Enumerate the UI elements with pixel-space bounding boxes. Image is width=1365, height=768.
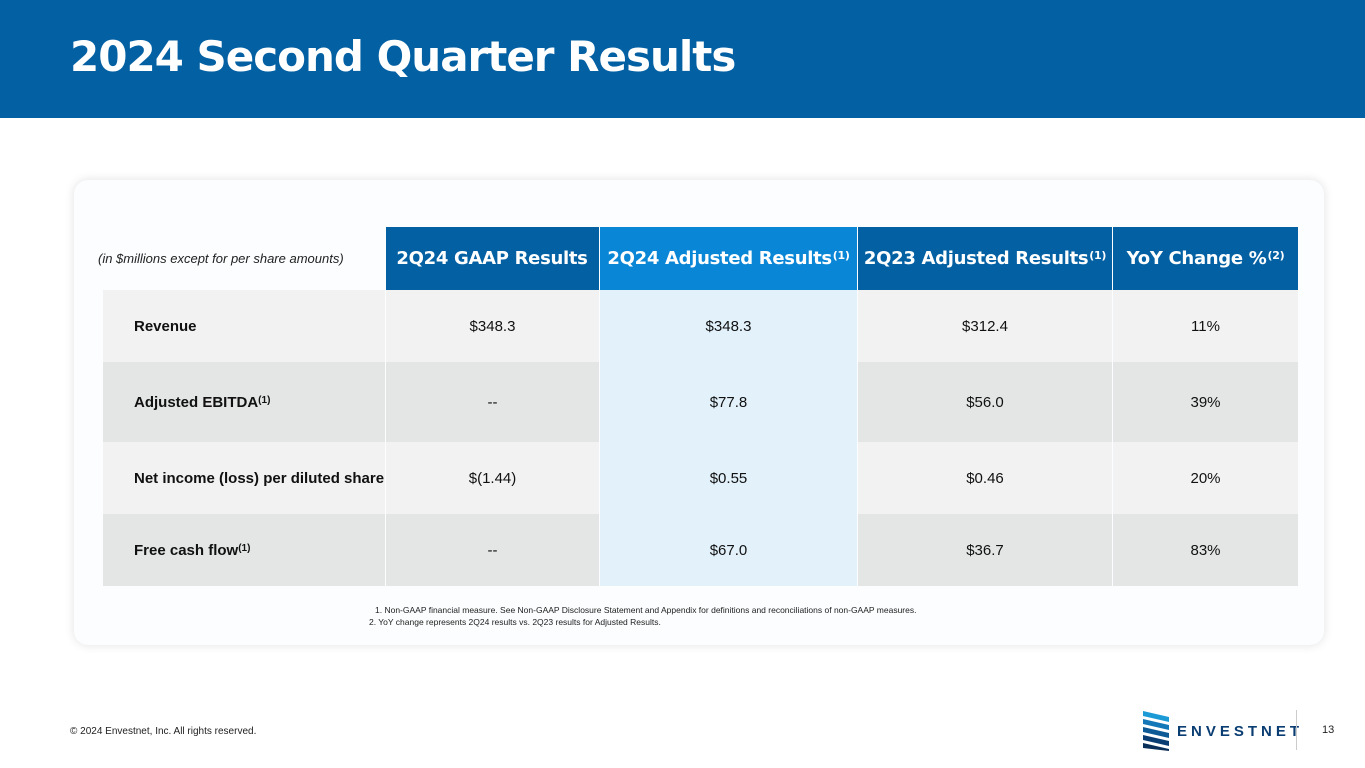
logo-wordmark: ENVESTNET <box>1177 722 1304 740</box>
row-label: Net income (loss) per diluted share <box>103 442 385 514</box>
column-header-gaap: 2Q24 GAAP Results <box>386 227 599 290</box>
units-note: (in $millions except for per share amoun… <box>98 251 344 266</box>
cell-2q24-adjusted: $348.3 <box>600 290 857 362</box>
column-header-2q24-adjusted: 2Q24 Adjusted Results (1) <box>600 227 857 290</box>
header-banner: 2024 Second Quarter Results <box>0 0 1365 118</box>
cell-2q24-adjusted: $0.55 <box>600 442 857 514</box>
cell-yoy-change: 39% <box>1113 362 1298 442</box>
table-row-adjusted-ebitda: Adjusted EBITDA (1) -- $77.8 $56.0 39% <box>103 362 1298 442</box>
envestnet-logo: ENVESTNET <box>1143 710 1303 752</box>
cell-yoy-change: 11% <box>1113 290 1298 362</box>
cell-2q24-adjusted: $67.0 <box>600 514 857 586</box>
cell-gaap: $348.3 <box>386 290 599 362</box>
cell-yoy-change: 83% <box>1113 514 1298 586</box>
table-row-net-income: Net income (loss) per diluted share $(1.… <box>103 442 1298 514</box>
cell-gaap: -- <box>386 514 599 586</box>
row-label: Free cash flow (1) <box>103 514 385 586</box>
cell-2q23-adjusted: $0.46 <box>858 442 1112 514</box>
footnote-2: 2. YoY change represents 2Q24 results vs… <box>369 617 661 627</box>
row-label: Revenue <box>103 290 385 362</box>
cell-2q24-adjusted: $77.8 <box>600 362 857 442</box>
column-header-yoy-change: YoY Change % (2) <box>1113 227 1298 290</box>
table-row-free-cash-flow: Free cash flow (1) -- $67.0 $36.7 83% <box>103 514 1298 586</box>
cell-yoy-change: 20% <box>1113 442 1298 514</box>
table-row-revenue: Revenue $348.3 $348.3 $312.4 11% <box>103 290 1298 362</box>
cell-2q23-adjusted: $56.0 <box>858 362 1112 442</box>
cell-gaap: $(1.44) <box>386 442 599 514</box>
page-number: 13 <box>1322 724 1335 736</box>
cell-2q23-adjusted: $312.4 <box>858 290 1112 362</box>
column-header-2q23-adjusted: 2Q23 Adjusted Results (1) <box>858 227 1112 290</box>
copyright-text: © 2024 Envestnet, Inc. All rights reserv… <box>70 726 257 737</box>
row-label: Adjusted EBITDA (1) <box>103 362 385 442</box>
footnotes: 1. Non-GAAP financial measure. See Non-G… <box>369 604 916 628</box>
page-title: 2024 Second Quarter Results <box>70 32 736 81</box>
envestnet-logo-icon <box>1143 711 1169 751</box>
cell-gaap: -- <box>386 362 599 442</box>
cell-2q23-adjusted: $36.7 <box>858 514 1112 586</box>
footnote-1: 1. Non-GAAP financial measure. See Non-G… <box>375 605 917 615</box>
footer-divider <box>1296 710 1297 750</box>
